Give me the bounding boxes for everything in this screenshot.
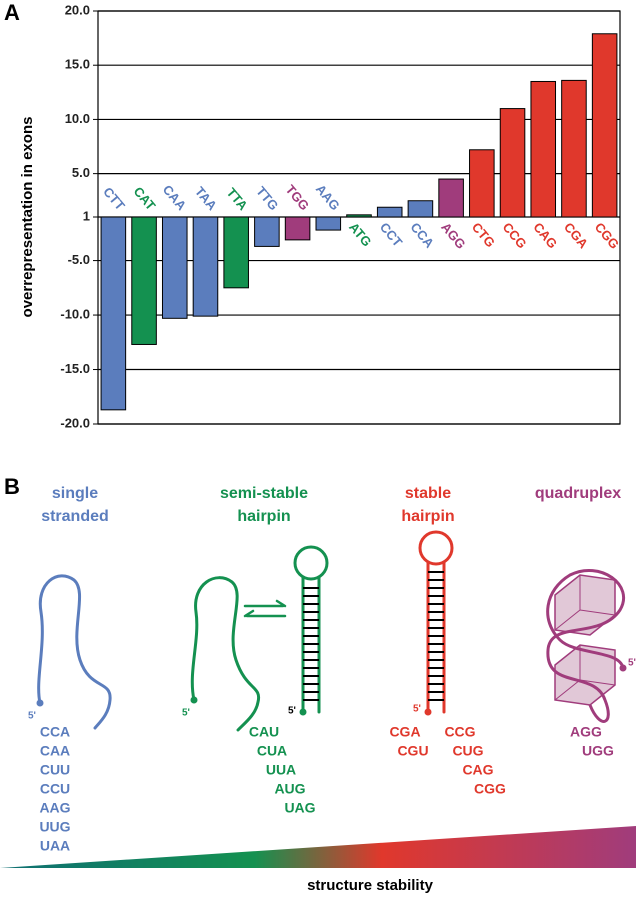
class-title: semi-stable <box>220 485 308 502</box>
x-tick-label: TAA <box>192 184 220 214</box>
x-tick-label: CAA <box>160 182 190 214</box>
x-tick-label: CGA <box>561 219 591 251</box>
five-prime-dot <box>424 708 432 716</box>
x-tick-label: CAG <box>530 219 560 251</box>
codon: CGG <box>474 781 506 797</box>
x-tick-label: CCA <box>407 219 437 251</box>
bar <box>438 178 464 218</box>
y-tick-label: -10.0 <box>60 306 90 321</box>
y-axis-label: overrepresentation in exons <box>19 117 36 318</box>
five-prime-label: 5' <box>288 706 296 717</box>
class-title: single <box>52 485 98 502</box>
codon: AGG <box>570 724 602 740</box>
bar <box>591 33 618 218</box>
x-tick-label: ATG <box>346 219 375 249</box>
codon: UAG <box>284 800 315 816</box>
quadruplex-shape <box>546 569 627 723</box>
codon: CGA <box>389 724 420 740</box>
y-tick-label: 1 <box>83 208 90 223</box>
codon: CCU <box>40 781 70 797</box>
bar <box>284 216 311 241</box>
bar <box>223 216 249 289</box>
codon: UAA <box>40 838 70 854</box>
y-tick-label: -5.0 <box>68 252 90 267</box>
x-tick-label: CCT <box>377 219 406 249</box>
bar <box>192 216 219 317</box>
codon: CUU <box>40 762 70 778</box>
five-prime-label: 5' <box>28 711 36 722</box>
codon: UUA <box>266 762 296 778</box>
codon: CCG <box>444 724 475 740</box>
hairpin-loop <box>293 545 329 581</box>
five-prime-dot <box>36 699 44 707</box>
codon: UGG <box>582 743 614 759</box>
codon: CUG <box>452 743 483 759</box>
equilibrium-arrows <box>243 599 287 618</box>
class-title: stable <box>405 485 451 502</box>
coil-strand <box>190 576 261 732</box>
x-tick-label: AAG <box>313 181 343 213</box>
x-tick-label: TTA <box>224 185 252 214</box>
bar <box>346 214 372 218</box>
x-tick-label: CGG <box>592 219 623 251</box>
codon: AAG <box>39 800 70 816</box>
class-title: stranded <box>41 508 109 525</box>
y-tick-label: -20.0 <box>60 415 90 430</box>
stability-wedge <box>0 826 636 868</box>
hairpin-stem <box>426 561 446 714</box>
y-tick-label: 10.0 <box>65 111 90 126</box>
bar <box>561 79 587 218</box>
codon: AUG <box>274 781 305 797</box>
x-tick-label: CAT <box>131 184 159 213</box>
codon: CUA <box>257 743 287 759</box>
hairpin-loop <box>418 530 454 566</box>
codon: CAA <box>40 743 70 759</box>
y-tick-label: 20.0 <box>65 2 90 17</box>
hairpin-rungs <box>303 571 444 701</box>
class-title: quadruplex <box>535 485 621 502</box>
single-strand <box>37 574 112 730</box>
class-title: hairpin <box>237 508 290 525</box>
five-prime-label: 5' <box>413 704 421 715</box>
bar <box>131 216 157 345</box>
y-tick-label: -15.0 <box>60 361 90 376</box>
bar <box>100 216 127 411</box>
x-tick-label: AGG <box>438 219 469 251</box>
bar <box>530 80 557 218</box>
x-tick-label: TGG <box>283 182 313 213</box>
stability-label: structure stability <box>307 877 434 894</box>
codon: CAG <box>462 762 493 778</box>
panel-label: B <box>4 474 20 499</box>
five-prime-dot <box>299 708 307 716</box>
bar <box>376 206 403 218</box>
x-tick-label: CTG <box>469 219 498 250</box>
bar <box>254 216 280 247</box>
bar <box>315 216 342 231</box>
panel-label: A <box>4 0 20 25</box>
bar <box>469 149 495 218</box>
diagram-shapes <box>37 530 454 732</box>
y-tick-label: 15.0 <box>65 57 90 72</box>
x-tick-label: TTG <box>253 184 281 214</box>
x-tick-label: CCG <box>500 219 530 251</box>
bar <box>161 216 188 319</box>
codon: CAU <box>249 724 279 740</box>
five-prime-label: 5' <box>628 658 636 669</box>
x-tick-label: CTT <box>100 184 128 213</box>
codon: CCA <box>40 724 70 740</box>
five-prime-label: 5' <box>182 708 190 719</box>
codon: UUG <box>39 819 70 835</box>
codon: CGU <box>397 743 428 759</box>
bar <box>499 108 526 218</box>
five-prime-dot <box>190 696 198 704</box>
class-title: hairpin <box>401 508 454 525</box>
bar <box>407 200 434 218</box>
y-tick-label: 5.0 <box>72 165 90 180</box>
